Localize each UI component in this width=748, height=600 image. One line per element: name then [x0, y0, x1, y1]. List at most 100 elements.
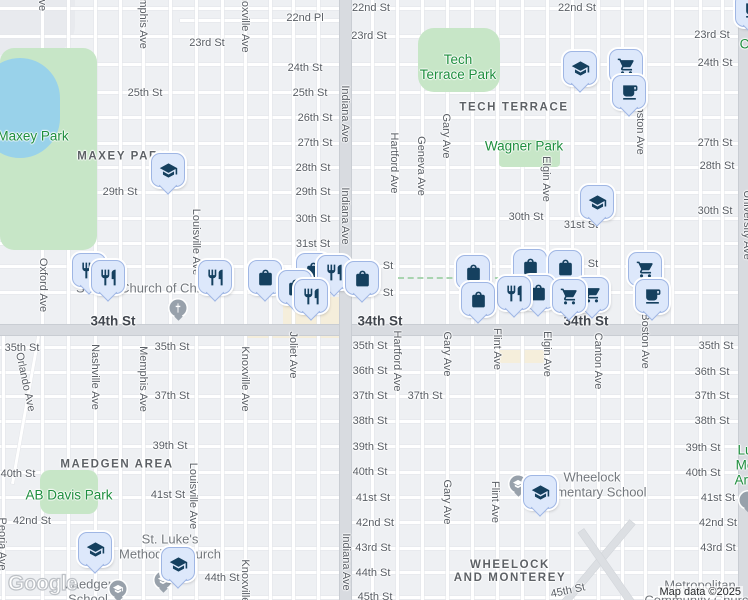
school-poi[interactable] [109, 580, 127, 600]
road-horizontal [0, 345, 748, 349]
street-label: 34th St [90, 313, 136, 329]
road-vertical [395, 0, 399, 600]
street-label: 34th St [357, 313, 403, 329]
road-horizontal [0, 90, 748, 94]
street-label: St [382, 286, 394, 299]
road-horizontal [0, 595, 748, 599]
marker-coffee-cup[interactable] [612, 75, 646, 117]
road-vertical [339, 0, 351, 600]
shopping-bag-icon [464, 263, 483, 282]
street-label: 22nd Pl [286, 11, 324, 24]
marker-restaurant[interactable] [91, 260, 125, 302]
area-label: TECH TERRACE [459, 101, 569, 114]
google-logo[interactable]: Google [7, 571, 78, 595]
street-label: 22nd St [558, 1, 596, 14]
shopping-cart-icon [583, 285, 602, 304]
street-label: 39th St [685, 441, 721, 454]
street-label: 44th St [355, 566, 391, 579]
avenue-label: Memphis Ave [137, 346, 150, 412]
restaurant-icon [206, 268, 225, 287]
road-vertical [720, 0, 724, 600]
road-vertical [220, 0, 224, 600]
marker-shopping-cart[interactable] [552, 279, 586, 321]
water-area [0, 58, 60, 158]
road-horizontal [0, 370, 748, 374]
road-vertical [168, 0, 172, 600]
marker-graduation-cap[interactable] [563, 51, 597, 93]
marker-shopping-bag[interactable] [345, 261, 379, 303]
school-icon [112, 584, 124, 595]
poi-label: Maedgen School [60, 576, 116, 600]
shopping-cart-icon [560, 287, 579, 306]
area-label: MAXEY PARK [77, 150, 169, 163]
avenue-label: Louisville Ave [187, 462, 200, 530]
marker-restaurant[interactable] [294, 279, 328, 321]
street-label: 29th St [102, 185, 138, 198]
road-horizontal [0, 190, 748, 194]
road-vertical [670, 0, 674, 600]
street-label: 37th St [154, 389, 190, 402]
street-label: 23rd St [189, 36, 225, 49]
road-horizontal [0, 6, 748, 10]
marker-graduation-cap[interactable] [161, 547, 195, 589]
avenue-label: Gary Ave [441, 479, 454, 525]
coffee-cup-icon [620, 83, 639, 102]
avenue-label: Oxford Ave [36, 0, 48, 11]
avenue-label: University Ave [741, 190, 748, 260]
street-label: 39th St [352, 440, 388, 453]
marker-restaurant[interactable] [497, 276, 531, 318]
street-label: 40th St [0, 467, 36, 480]
road-vertical [118, 0, 122, 600]
street-label: 35th St [698, 339, 734, 352]
street-label: 35th St [352, 339, 388, 352]
marker-restaurant[interactable] [198, 260, 232, 302]
avenue-label: Flint Ave [491, 328, 504, 370]
church-poi[interactable] [169, 299, 187, 321]
road-vertical [370, 0, 374, 600]
marker-coffee-cup[interactable] [635, 279, 669, 321]
park-label: Cl [739, 36, 748, 52]
avenue-label: Flint Ave [489, 481, 502, 523]
marker-shopping-bag[interactable] [248, 260, 282, 302]
poi[interactable] [739, 491, 748, 513]
church-cross-icon [173, 303, 184, 314]
road-horizontal [0, 470, 748, 474]
graduation-cap-icon [169, 555, 188, 574]
school-icon [512, 479, 524, 490]
map-attribution: Map data ©2025 [657, 586, 743, 598]
street-label: 41st St [150, 488, 186, 501]
road-horizontal [0, 62, 748, 66]
avenue-label: Hartford Ave [391, 330, 404, 392]
avenue-label: Gary Ave [440, 113, 453, 159]
avenue-label: Boston Ave [639, 313, 652, 369]
park-label: Tech Terrace Park [419, 51, 497, 82]
shopping-bag-icon [556, 258, 575, 277]
area-label: MAEDGEN AREA [60, 458, 174, 471]
marker-graduation-cap[interactable] [523, 475, 557, 517]
street-label: St [587, 257, 599, 270]
street-label: 27th St [697, 136, 733, 149]
shopping-cart-icon [617, 57, 636, 76]
road-vertical [66, 0, 70, 600]
street-label: 40th St [685, 466, 721, 479]
restaurant-icon [302, 287, 321, 306]
street-label: 42nd St [699, 516, 737, 529]
graduation-cap-icon [86, 540, 105, 559]
marker-graduation-cap[interactable] [78, 532, 112, 574]
avenue-label: Indiana Ave [339, 85, 352, 143]
marker-coffee-cup[interactable] [735, 0, 748, 35]
road-horizontal [0, 141, 748, 145]
marker-graduation-cap[interactable] [151, 153, 185, 195]
marker-graduation-cap[interactable] [580, 185, 614, 227]
marker-shopping-bag[interactable] [461, 282, 495, 324]
street-label: 28th St [295, 161, 331, 174]
shopping-bag-icon [353, 269, 372, 288]
park-label: AB Davis Park [25, 487, 113, 503]
park-label: LuMeArb [734, 442, 748, 488]
school-poi[interactable] [509, 475, 527, 497]
street-label: 35th St [154, 340, 190, 353]
road-vertical [93, 0, 97, 600]
poi-label: St. Luke's Methodist Church [119, 531, 221, 561]
road-vertical [194, 0, 198, 600]
